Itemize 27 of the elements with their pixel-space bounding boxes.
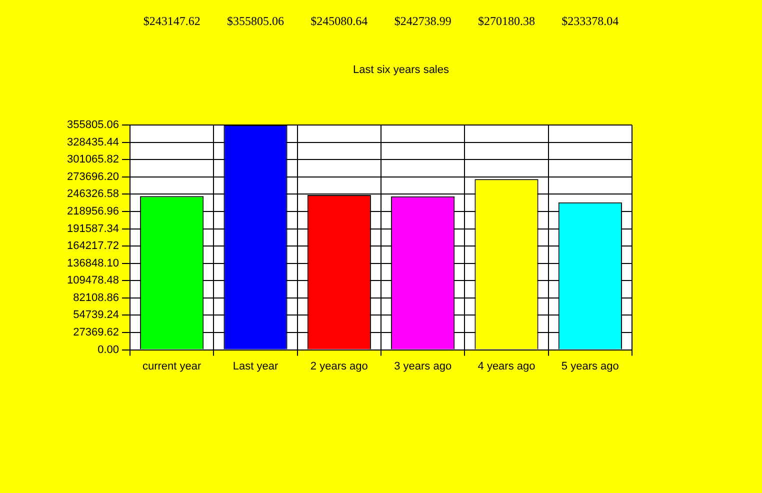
data-label: $242738.99 <box>394 14 452 28</box>
x-tick-label: current year <box>142 360 202 372</box>
x-tick-label: 4 years ago <box>478 360 536 372</box>
y-tick-label: 27369.62 <box>73 326 119 339</box>
y-tick-label: 218956.96 <box>67 205 119 218</box>
x-tick-label: 2 years ago <box>310 360 368 372</box>
y-tick-label: 136848.10 <box>67 257 119 270</box>
y-tick-label: 0.00 <box>98 344 119 356</box>
y-tick-label: 191587.34 <box>67 222 119 235</box>
y-tick-label: 301065.82 <box>67 154 119 166</box>
x-tick-label: Last year <box>232 360 278 372</box>
x-tick-label: 5 years ago <box>561 360 619 372</box>
data-label: $355805.06 <box>227 14 284 28</box>
x-tick-label: 3 years ago <box>394 360 452 372</box>
y-tick-label: 246326.58 <box>67 188 119 200</box>
y-tick-label: 164217.72 <box>67 240 119 252</box>
y-tick-label: 273696.20 <box>67 170 119 183</box>
data-label: $270180.38 <box>478 14 535 28</box>
data-label: $245080.64 <box>310 14 368 28</box>
data-label: $233378.04 <box>562 14 619 28</box>
y-tick-label: 355805.06 <box>67 119 119 132</box>
y-tick-label: 109478.48 <box>67 274 119 287</box>
y-tick-label: 54739.24 <box>73 309 119 322</box>
y-tick-label: 328435.44 <box>67 136 119 148</box>
chart-title: Last six years sales <box>353 64 450 76</box>
y-tick-label: 82108.86 <box>73 292 119 304</box>
data-label: $243147.62 <box>143 14 200 28</box>
